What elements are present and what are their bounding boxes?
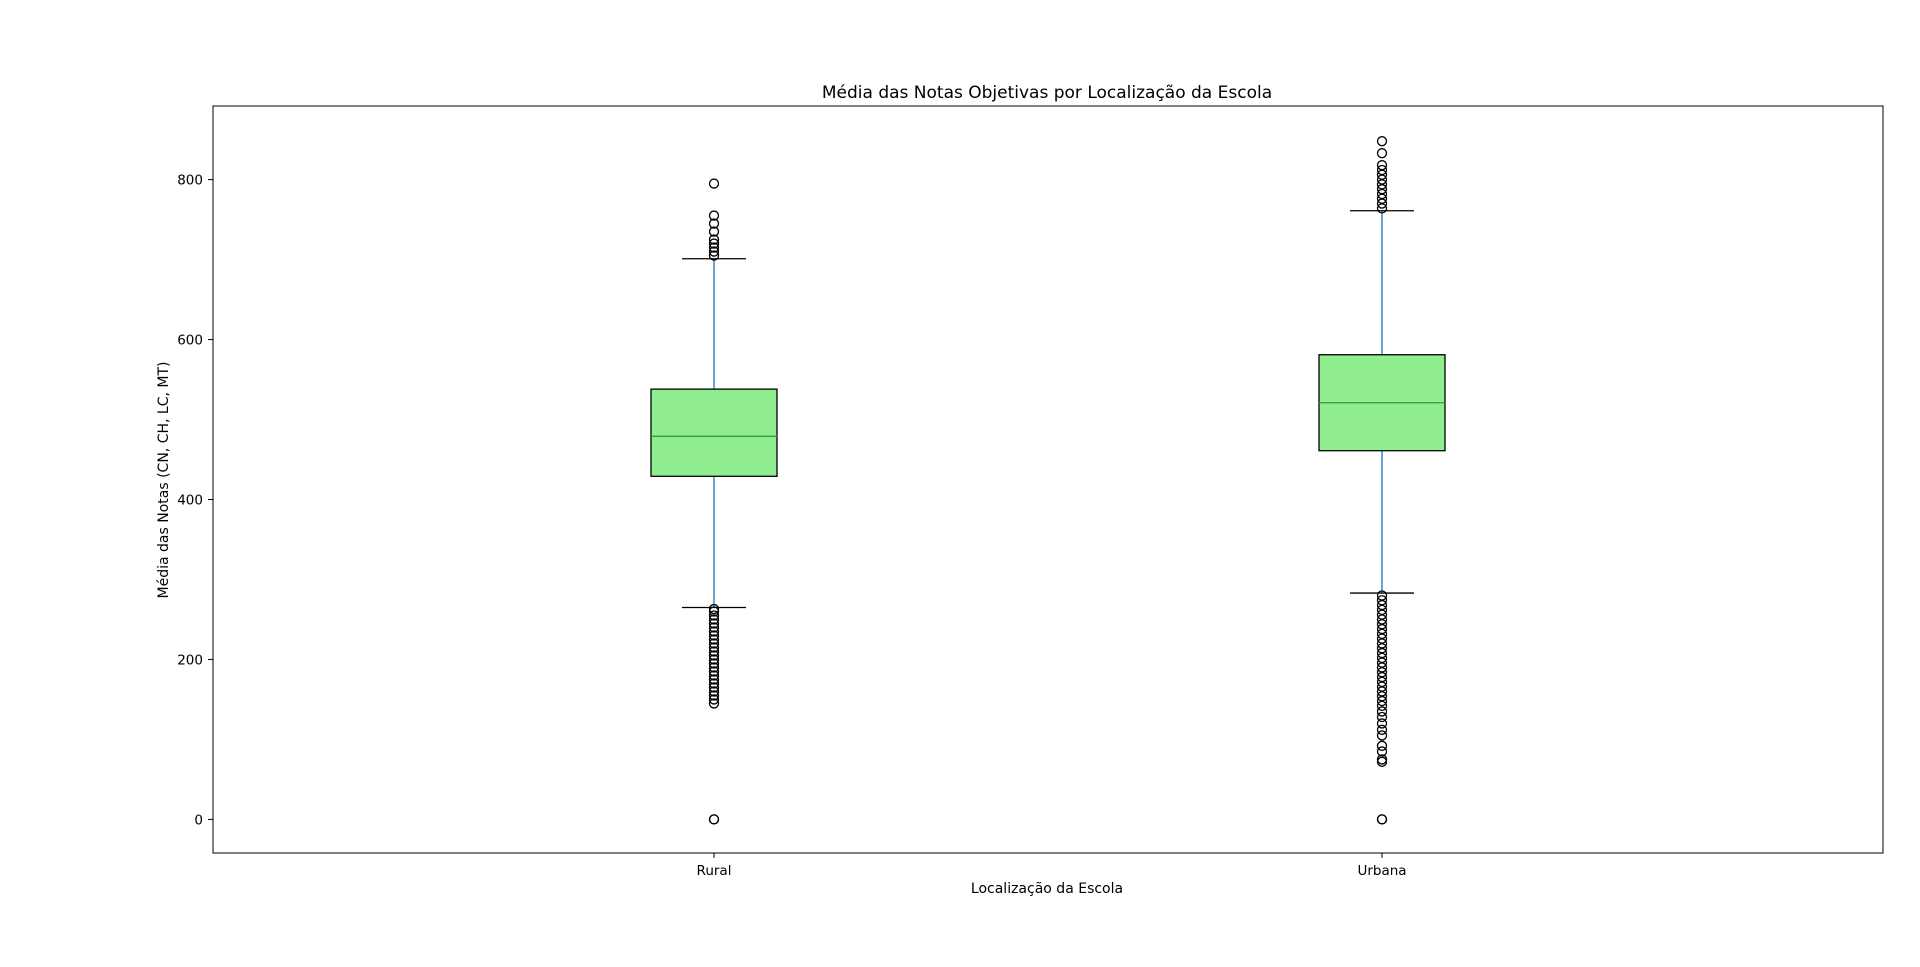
plot-area xyxy=(650,136,1446,825)
outlier-point xyxy=(708,634,720,645)
outlier-point xyxy=(1376,814,1388,825)
outlier-point xyxy=(708,670,720,681)
y-tick-label: 200 xyxy=(177,652,203,668)
outlier-point xyxy=(1376,590,1388,601)
y-axis: 0 200 400 600 800 xyxy=(177,173,213,828)
chart-title: Média das Notas Objetivas por Localizaçã… xyxy=(822,83,1272,103)
outlier-point xyxy=(1376,718,1388,729)
outlier-point xyxy=(1376,746,1388,757)
y-tick-label: 0 xyxy=(194,812,203,828)
outlier-point xyxy=(1376,136,1388,147)
outlier-point xyxy=(708,242,720,253)
x-tick-label: Urbana xyxy=(1357,863,1406,879)
outlier-point xyxy=(708,698,720,709)
outlier-point xyxy=(708,678,720,689)
outlier-point xyxy=(708,630,720,641)
x-axis-label: Localização da Escola xyxy=(971,881,1123,897)
outlier-point xyxy=(708,814,720,825)
outlier-point xyxy=(708,626,720,637)
outlier-point xyxy=(708,686,720,697)
outlier-point xyxy=(708,666,720,677)
outlier-point xyxy=(708,250,720,261)
y-tick-label: 400 xyxy=(177,492,203,508)
y-tick-label: 800 xyxy=(177,173,203,189)
outlier-point xyxy=(708,646,720,657)
outlier-point xyxy=(708,210,720,221)
outlier-point xyxy=(1376,724,1388,735)
outlier-point xyxy=(708,694,720,705)
y-tick-label: 600 xyxy=(177,333,203,349)
outlier-point xyxy=(1376,754,1388,765)
outlier-point xyxy=(708,234,720,245)
outlier-point xyxy=(708,674,720,685)
outlier-point xyxy=(708,614,720,625)
box-group-urbana xyxy=(1318,136,1446,825)
outlier-point xyxy=(1376,740,1388,751)
outlier-point xyxy=(708,226,720,237)
outlier-point xyxy=(708,246,720,257)
outlier-point xyxy=(708,654,720,665)
iqr-box xyxy=(650,388,778,477)
y-axis-label: Média das Notas (CN, CH, LC, MT) xyxy=(156,362,172,599)
outlier-point xyxy=(708,618,720,629)
outlier-point xyxy=(1376,706,1388,717)
outlier-point xyxy=(708,238,720,249)
box-group-rural xyxy=(650,178,778,825)
outlier-point xyxy=(708,658,720,669)
outlier-point xyxy=(708,662,720,673)
outlier-point xyxy=(1376,730,1388,741)
outlier-point xyxy=(1376,160,1388,171)
outlier-point xyxy=(708,650,720,661)
outlier-point xyxy=(708,682,720,693)
outlier-point xyxy=(1376,711,1388,723)
outlier-point xyxy=(1376,595,1388,606)
outlier-point xyxy=(708,690,720,701)
outlier-point xyxy=(1376,148,1388,159)
x-axis: Rural Urbana xyxy=(697,853,1407,879)
outlier-point xyxy=(708,610,720,621)
outlier-point xyxy=(708,622,720,633)
plot-frame xyxy=(212,105,1884,854)
outlier-point xyxy=(708,603,720,615)
outlier-point xyxy=(708,642,720,653)
outlier-point xyxy=(708,638,720,649)
x-tick-label: Rural xyxy=(697,863,732,879)
outlier-point xyxy=(708,218,720,229)
outlier-point xyxy=(708,178,720,189)
outlier-point xyxy=(1376,164,1388,176)
